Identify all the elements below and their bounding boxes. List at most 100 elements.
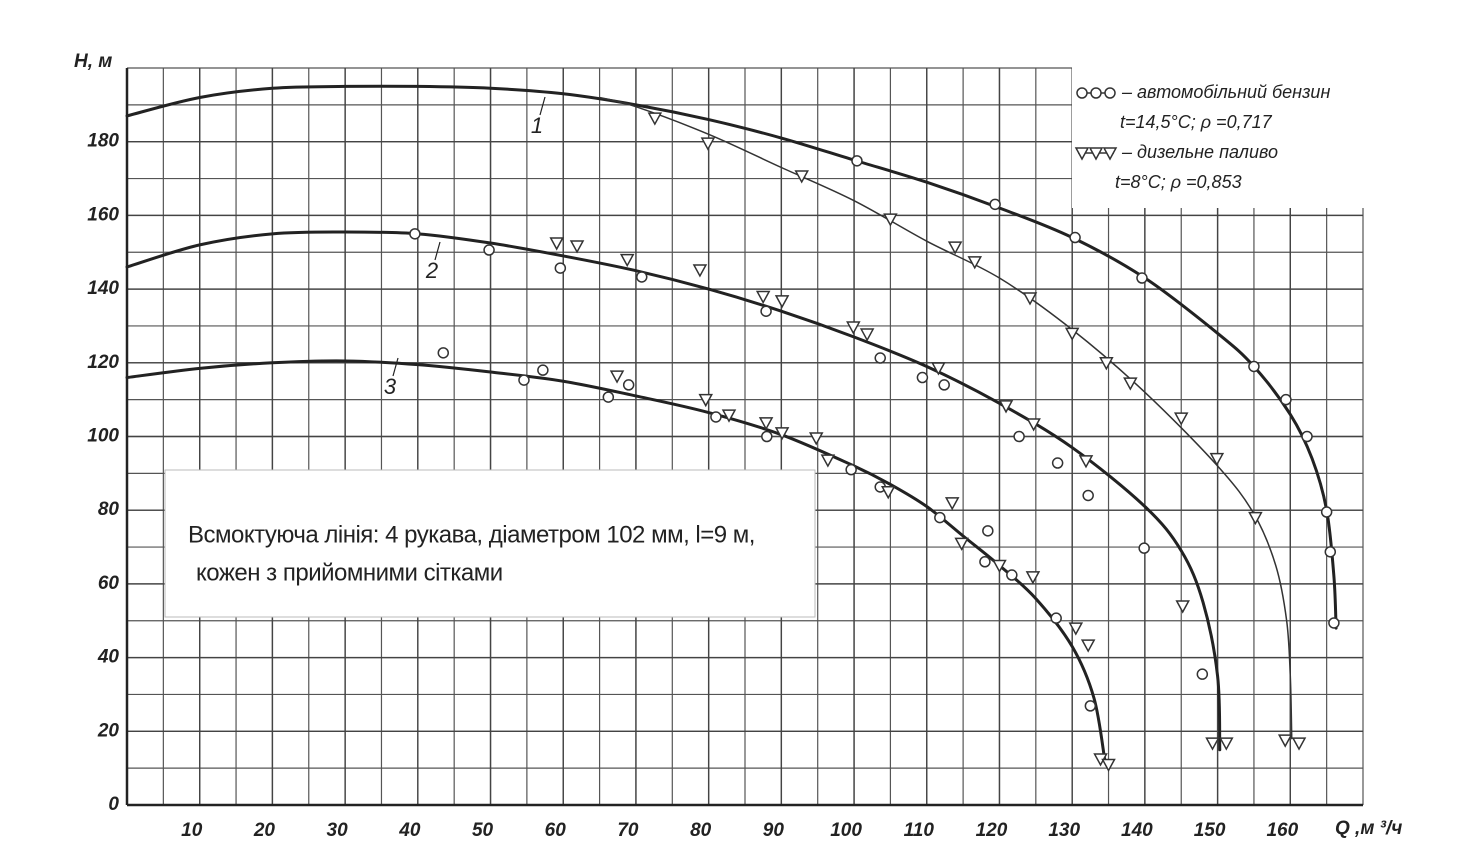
point xyxy=(1291,737,1307,751)
point xyxy=(1101,758,1116,773)
point xyxy=(758,417,774,431)
curve xyxy=(125,230,1222,752)
label-leader xyxy=(434,241,441,261)
annotation-box xyxy=(164,469,816,618)
point xyxy=(1138,542,1150,554)
point xyxy=(1068,622,1084,636)
legend-marker xyxy=(1074,147,1090,161)
point xyxy=(1006,569,1018,581)
point xyxy=(954,537,969,551)
point xyxy=(1173,412,1189,426)
point xyxy=(1196,668,1209,680)
legend-note: t=14,5°C; ρ =0,717 xyxy=(1120,112,1273,132)
point xyxy=(1013,430,1025,443)
legend-marker xyxy=(1104,87,1116,99)
point xyxy=(845,463,857,476)
point xyxy=(820,454,836,468)
point xyxy=(944,497,960,511)
point xyxy=(636,271,648,283)
legend-marker xyxy=(1090,87,1102,99)
point xyxy=(808,432,824,446)
point xyxy=(1248,511,1263,526)
point xyxy=(1175,600,1190,614)
point xyxy=(1051,457,1064,469)
point xyxy=(710,411,722,423)
point xyxy=(1026,418,1041,432)
point xyxy=(947,241,963,255)
point xyxy=(1248,360,1260,373)
point xyxy=(1123,377,1138,391)
point xyxy=(982,525,994,537)
grid xyxy=(125,60,1372,807)
point xyxy=(883,213,898,227)
y-tick-label: 160 xyxy=(87,204,119,225)
y-tick-label: 20 xyxy=(97,720,120,741)
point xyxy=(846,321,861,335)
point xyxy=(1280,393,1292,406)
x-tick-label: 80 xyxy=(690,820,712,841)
point xyxy=(967,256,983,270)
annotation: Всмоктуюча лінія: 4 рукава, діаметром 10… xyxy=(188,521,755,548)
point xyxy=(1082,489,1094,502)
point xyxy=(483,244,495,256)
point xyxy=(916,371,929,384)
x-tick-label: 70 xyxy=(617,820,639,841)
x-tick-label: 150 xyxy=(1194,820,1226,841)
point xyxy=(851,155,863,167)
annotation: кожен з прийомними сітками xyxy=(196,559,503,586)
point xyxy=(998,400,1014,414)
point xyxy=(554,262,567,274)
point xyxy=(1084,700,1097,712)
point xyxy=(1301,430,1313,443)
legend-marker xyxy=(1076,87,1088,99)
point xyxy=(859,328,875,342)
point xyxy=(692,264,708,278)
point xyxy=(1328,617,1340,629)
point xyxy=(755,290,771,305)
y-tick-label: 140 xyxy=(87,278,119,299)
point xyxy=(1078,455,1094,469)
point xyxy=(1205,737,1220,751)
label-leader xyxy=(539,96,546,116)
legend-dash: – xyxy=(1121,142,1133,162)
x-tick-label: 140 xyxy=(1121,820,1153,841)
y-tick-label: 60 xyxy=(98,573,120,594)
point xyxy=(602,391,615,403)
y-axis-label: H, м xyxy=(74,51,112,72)
point xyxy=(437,347,450,359)
point xyxy=(1069,231,1081,244)
point xyxy=(1025,571,1041,585)
legend-label: автомобільний бензин xyxy=(1137,82,1330,102)
point xyxy=(1320,506,1333,518)
x-tick-label: 120 xyxy=(976,820,1008,841)
curve xyxy=(598,96,1293,740)
point xyxy=(992,559,1007,574)
point xyxy=(1209,452,1225,467)
curve xyxy=(125,84,1338,630)
point xyxy=(698,393,714,408)
x-tick-label: 30 xyxy=(327,820,349,841)
point xyxy=(1064,327,1080,341)
x-tick-label: 20 xyxy=(253,820,276,841)
x-tick-label: 40 xyxy=(398,820,421,841)
curve-label: 3 xyxy=(384,374,397,399)
x-tick-label: 10 xyxy=(181,820,203,841)
y-tick-label: 180 xyxy=(87,131,119,152)
curve xyxy=(125,359,1107,763)
label-leader xyxy=(392,357,399,377)
point xyxy=(537,364,549,376)
point xyxy=(774,427,790,441)
point xyxy=(721,409,737,423)
point xyxy=(774,295,790,309)
point xyxy=(609,370,625,384)
point xyxy=(569,240,585,254)
point xyxy=(1324,546,1337,558)
point xyxy=(700,137,716,151)
point xyxy=(989,198,1001,211)
legend-label: дизельне паливо xyxy=(1137,142,1278,162)
y-tick-label: 100 xyxy=(87,426,119,447)
point xyxy=(761,430,773,443)
point xyxy=(1080,639,1096,653)
